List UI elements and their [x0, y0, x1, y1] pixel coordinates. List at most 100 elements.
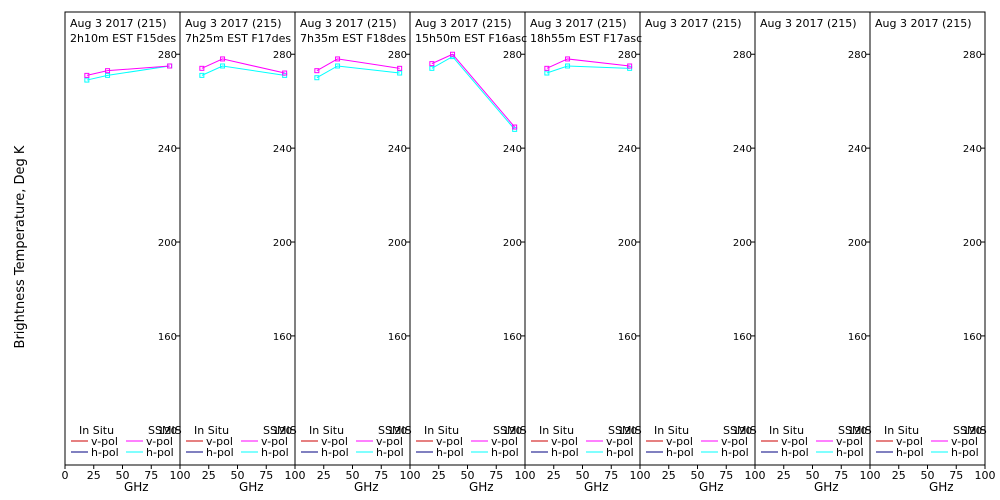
- x-tick-label: 100: [515, 469, 536, 482]
- y-tick-label: 120: [963, 426, 982, 437]
- legend-insitu-hpol-label: h-pol: [91, 446, 119, 459]
- x-axis-label: GHz: [354, 480, 379, 494]
- ssmis-vpol-line: [316, 58, 400, 72]
- y-tick-label: 240: [618, 144, 637, 155]
- ssmis-vpol-point: [565, 56, 571, 62]
- legend-insitu-vpol-label: v-pol: [206, 435, 233, 448]
- x-tick-label: 25: [87, 469, 101, 482]
- y-tick-label: 120: [388, 426, 407, 437]
- x-tick-label: 25: [662, 469, 676, 482]
- legend-insitu-vpol-label: v-pol: [436, 435, 463, 448]
- legend-ssmis-title: SSMIS: [263, 424, 297, 437]
- x-tick-label: 100: [400, 469, 421, 482]
- y-tick-label: 120: [618, 426, 637, 437]
- y-tick-label: 160: [273, 332, 292, 343]
- panel-6: Aug 3 2017 (215) 120 160 200 240 280 25 50 75 100…: [639, 11, 766, 494]
- legend-ssmis-hpol-label: h-pol: [836, 446, 864, 459]
- x-axis-label: GHz: [814, 480, 839, 494]
- panel-title: Aug 3 2017 (215): [760, 17, 857, 30]
- legend-insitu-vpol-label: v-pol: [91, 435, 118, 448]
- legend-insitu-vpol-label: v-pol: [781, 435, 808, 448]
- y-tick-label: 240: [503, 144, 522, 155]
- panel-title: Aug 3 2017 (215): [645, 17, 742, 30]
- ssmis-hpol-point: [397, 70, 403, 76]
- y-tick-label: 120: [158, 426, 177, 437]
- x-tick-label: 75: [144, 469, 158, 482]
- panel-3: Aug 3 2017 (215) 7h35m EST F18des 120 160 20…: [294, 11, 421, 494]
- ssmis-vpol-point: [429, 61, 435, 67]
- legend-in-situ-title: In Situ: [884, 424, 919, 437]
- ssmis-vpol-point: [314, 68, 320, 74]
- x-tick-label: 25: [432, 469, 446, 482]
- legend-ssmis-hpol-label: h-pol: [376, 446, 404, 459]
- legend-ssmis-title: SSMIS: [953, 424, 987, 437]
- y-tick-label: 120: [848, 426, 867, 437]
- x-tick-label: 100: [630, 469, 651, 482]
- ssmis-vpol-point: [512, 124, 518, 130]
- x-tick-label: 50: [691, 469, 705, 482]
- ssmis-hpol-point: [105, 72, 111, 78]
- legend-ssmis-hpol-label: h-pol: [491, 446, 519, 459]
- legend-in-situ-title: In Situ: [194, 424, 229, 437]
- x-tick-label: 25: [892, 469, 906, 482]
- x-tick-label: 25: [547, 469, 561, 482]
- x-tick-label: 50: [116, 469, 130, 482]
- legend-insitu-hpol-label: h-pol: [436, 446, 464, 459]
- y-tick-label: 200: [158, 238, 177, 249]
- panel-title: Aug 3 2017 (215): [415, 17, 512, 30]
- y-tick-label: 160: [503, 332, 522, 343]
- legend-ssmis-title: SSMIS: [493, 424, 527, 437]
- legend-ssmis-vpol-label: v-pol: [146, 435, 173, 448]
- panel-4: Aug 3 2017 (215) 15h50m EST F16asc 120 160 2…: [409, 11, 536, 494]
- x-tick-label: 25: [777, 469, 791, 482]
- legend-insitu-vpol-label: v-pol: [321, 435, 348, 448]
- ssmis-hpol-line: [316, 65, 400, 79]
- legend-ssmis-vpol-label: v-pol: [951, 435, 978, 448]
- ssmis-vpol-point: [450, 51, 456, 57]
- y-tick-label: 200: [503, 238, 522, 249]
- ssmis-vpol-point: [282, 70, 288, 76]
- ssmis-vpol-line: [431, 53, 516, 128]
- x-tick-label: 50: [921, 469, 935, 482]
- ssmis-vpol-point: [84, 72, 90, 78]
- y-tick-label: 280: [848, 50, 867, 61]
- x-tick-label: 100: [285, 469, 306, 482]
- panel-subtitle: 2h10m EST F15des: [70, 32, 176, 45]
- y-tick-label: 280: [503, 50, 522, 61]
- panel-subtitle: 18h55m EST F17asc: [530, 32, 642, 45]
- x-tick-label: 100: [170, 469, 191, 482]
- legend-insitu-vpol-label: v-pol: [666, 435, 693, 448]
- legend-insitu-hpol-label: h-pol: [206, 446, 234, 459]
- legend-ssmis-title: SSMIS: [838, 424, 872, 437]
- legend-ssmis-vpol-label: v-pol: [376, 435, 403, 448]
- panel-title: Aug 3 2017 (215): [530, 17, 627, 30]
- ssmis-hpol-line: [86, 65, 170, 81]
- legend-insitu-hpol-label: h-pol: [896, 446, 924, 459]
- legend-ssmis-hpol-label: h-pol: [606, 446, 634, 459]
- x-tick-label: 25: [202, 469, 216, 482]
- legend-ssmis-vpol-label: v-pol: [491, 435, 518, 448]
- y-tick-label: 280: [158, 50, 177, 61]
- legend-ssmis-hpol-label: h-pol: [146, 446, 174, 459]
- y-tick-label: 280: [388, 50, 407, 61]
- y-tick-label: 160: [733, 332, 752, 343]
- x-tick-label: 50: [576, 469, 590, 482]
- y-tick-label: 240: [388, 144, 407, 155]
- x-tick-label: 75: [489, 469, 503, 482]
- y-axis-label: Brightness Temperature, Deg K: [13, 145, 28, 348]
- panel-subtitle: 15h50m EST F16asc: [415, 32, 527, 45]
- y-tick-label: 200: [733, 238, 752, 249]
- legend-ssmis-vpol-label: v-pol: [836, 435, 863, 448]
- y-tick-label: 160: [388, 332, 407, 343]
- y-tick-label: 280: [963, 50, 982, 61]
- ssmis-hpol-point: [565, 63, 571, 69]
- x-tick-label: 25: [317, 469, 331, 482]
- x-axis-label: GHz: [699, 480, 724, 494]
- x-tick-label: 75: [949, 469, 963, 482]
- legend-in-situ-title: In Situ: [424, 424, 459, 437]
